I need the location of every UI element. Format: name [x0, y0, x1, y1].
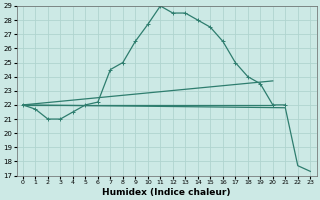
X-axis label: Humidex (Indice chaleur): Humidex (Indice chaleur) — [102, 188, 231, 197]
